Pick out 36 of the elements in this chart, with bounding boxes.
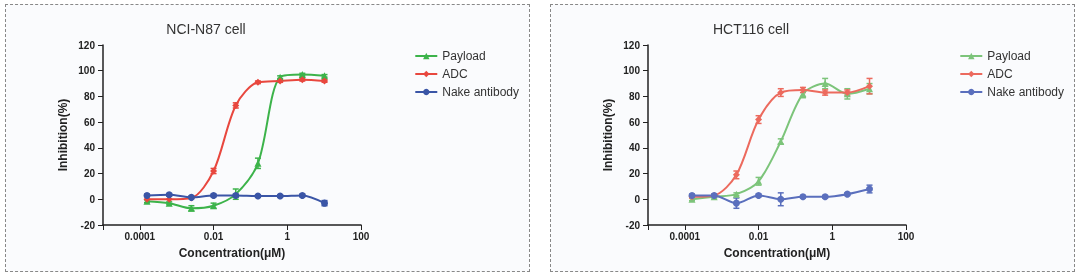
chart-title: NCI-N87 cell [166,21,246,37]
y-tick-label: -20 [625,219,641,231]
y-tick-label: 40 [83,142,96,154]
x-tick-label: 100 [897,230,915,242]
y-tick-label: 60 [83,116,96,128]
legend-label: ADC [442,67,468,81]
legend-label: Payload [442,49,486,63]
y-tick-label: -20 [80,219,96,231]
y-tick-label: 20 [83,168,96,180]
y-tick-label: 100 [623,65,641,77]
legend-label: Nake antibody [442,85,519,99]
y-tick-label: 80 [628,90,641,102]
y-tick-label: 40 [628,142,641,154]
legend-label: Nake antibody [987,85,1064,99]
y-axis-title: Inhibition(%) [56,98,70,172]
y-tick-label: 120 [623,39,641,51]
y-tick-label: 0 [634,193,641,205]
x-tick-label: 1 [284,230,291,242]
legend-label: ADC [987,67,1013,81]
chart-title: HCT116 cell [713,21,789,37]
x-tick-label: 0.0001 [669,230,701,242]
y-tick-label: 120 [78,39,96,51]
x-axis-title: Concentration(μM) [178,246,286,260]
x-tick-label: 0.0001 [124,230,156,242]
y-axis-title: Inhibition(%) [601,98,615,172]
x-tick-label: 0.01 [203,230,224,242]
y-tick-label: 100 [78,65,96,77]
x-tick-label: 100 [352,230,370,242]
y-tick-label: 60 [628,116,641,128]
legend-label: Payload [987,49,1031,63]
x-axis-title: Concentration(μM) [723,246,831,260]
x-tick-label: 0.01 [748,230,769,242]
y-tick-label: 20 [628,168,641,180]
x-tick-label: 1 [829,230,836,242]
y-tick-label: 0 [89,193,96,205]
y-tick-label: 80 [83,90,96,102]
